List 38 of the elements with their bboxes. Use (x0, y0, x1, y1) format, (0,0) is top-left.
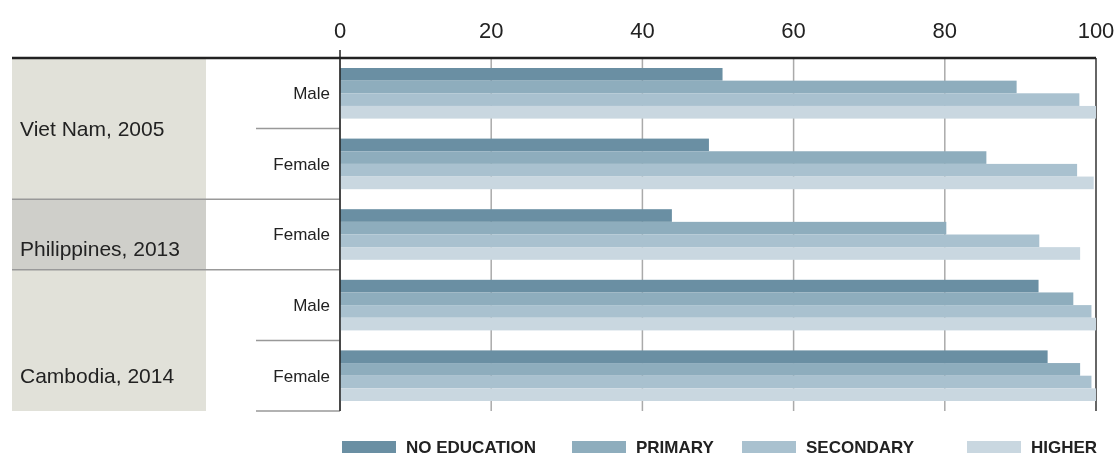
bar (340, 234, 1040, 248)
y-tick-label: Female (273, 225, 330, 245)
bar (340, 176, 1094, 190)
bar (340, 138, 709, 152)
x-tick-label: 0 (333, 17, 347, 43)
bar (340, 209, 672, 222)
x-tick-label: 80 (932, 17, 958, 43)
legend-label: NO EDUCATION (406, 437, 537, 456)
y-tick-label: Male (293, 84, 330, 104)
bar (340, 292, 1074, 306)
x-tick-label: 40 (630, 17, 655, 43)
text: Philippines, 2013 (20, 236, 180, 260)
bar (340, 68, 723, 81)
bar (340, 375, 1092, 389)
bar (340, 305, 1092, 318)
bar (340, 221, 947, 235)
y-tick-label: Female (273, 154, 330, 174)
legend-label: SECONDARY (806, 437, 915, 456)
bar (340, 93, 1080, 106)
bar (340, 105, 1096, 119)
bar (340, 80, 1017, 94)
x-tick-label: 20 (478, 17, 504, 43)
bar (340, 317, 1096, 331)
text: Cambodia, 2014 (20, 364, 175, 388)
legend-label: HIGHER (1031, 437, 1098, 456)
bar (340, 363, 1081, 376)
legend-label: PRIMARY (636, 437, 715, 456)
x-tick-label: 100 (1077, 17, 1115, 43)
bar (340, 388, 1096, 401)
bar (340, 279, 1039, 293)
bar (340, 350, 1048, 364)
y-tick-label: Female (273, 366, 330, 386)
x-tick-label: 60 (781, 17, 806, 43)
bar (340, 151, 987, 164)
bar (340, 247, 1081, 260)
text: Viet Nam, 2005 (20, 116, 165, 140)
y-tick-label: Male (293, 296, 330, 316)
bar (340, 163, 1078, 177)
